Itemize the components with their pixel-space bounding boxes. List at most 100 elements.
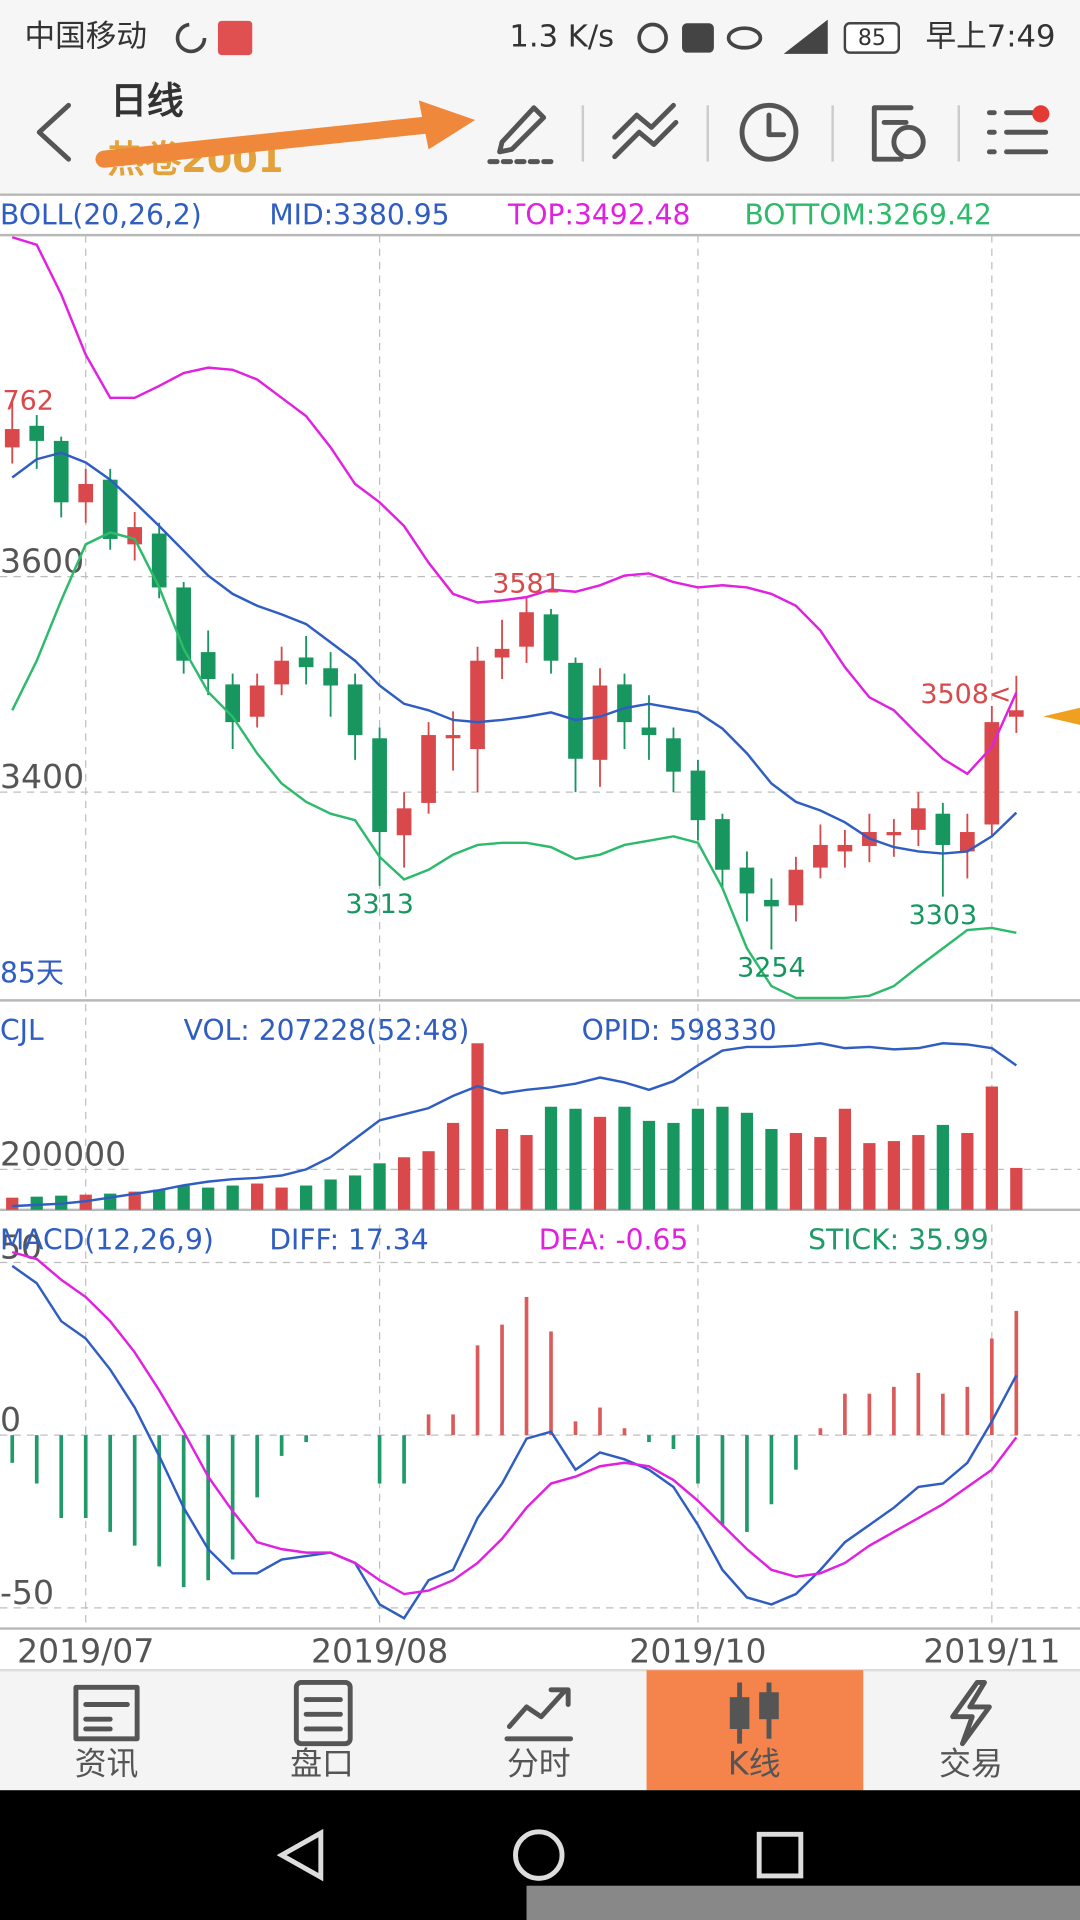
alarm-icon [637, 22, 668, 54]
volume-bar [128, 1191, 141, 1210]
candle-body [127, 527, 143, 545]
tab-label: 盘口 [290, 1745, 354, 1783]
line [11, 1250, 1018, 1596]
volume-bar [593, 1116, 607, 1210]
candle-body [690, 770, 706, 821]
x-tick-label: 2019/11 [923, 1632, 1060, 1671]
line [11, 236, 1018, 776]
tab-bar [0, 1670, 1080, 1791]
candle-body [470, 660, 485, 750]
candle-body [935, 813, 951, 845]
period-tool[interactable] [739, 102, 799, 162]
candle-body [984, 722, 1000, 825]
legend-entry: DEA: -0.65 [539, 1224, 689, 1257]
candle-body [764, 899, 779, 907]
nav-recent[interactable] [756, 1831, 804, 1879]
volume-bar [569, 1108, 582, 1210]
candle-body [249, 685, 265, 717]
y-tick-label: 3600 [0, 542, 84, 581]
volume-bar [275, 1187, 288, 1210]
volume-bar [422, 1151, 435, 1210]
volume-bar [667, 1122, 680, 1210]
volume-bar [373, 1163, 386, 1210]
x-tick-label: 2019/08 [311, 1632, 448, 1671]
y-tick-label: -50 [0, 1573, 54, 1612]
volume-bar [691, 1108, 705, 1210]
candle-body [200, 652, 216, 680]
volume-bar [544, 1106, 558, 1210]
candle-body [886, 832, 902, 836]
candle-body [53, 440, 69, 503]
volume-bar [716, 1106, 729, 1210]
signal-icon [783, 19, 828, 54]
volume-bar [642, 1120, 656, 1210]
menu-button[interactable] [986, 105, 1050, 155]
volume-bar [838, 1108, 852, 1210]
tab-label: K线 [728, 1745, 781, 1783]
volume-bar [300, 1185, 313, 1210]
candle-body [274, 660, 289, 685]
legend-title: MACD(12,26,9) [0, 1224, 214, 1257]
period-label: 85天 [0, 957, 64, 990]
line [11, 451, 1018, 855]
volume-bar [887, 1141, 900, 1210]
app-icon [217, 20, 253, 56]
legend-entry: BOTTOM:3269.42 [744, 199, 991, 232]
legend-entry: TOP:3492.48 [507, 199, 690, 232]
candle-body [617, 684, 632, 723]
y-tick-label: 200000 [0, 1134, 126, 1173]
legend-entry: DIFF: 17.34 [269, 1224, 428, 1257]
candle-body [813, 844, 828, 868]
price-annotation: 3581 [492, 568, 561, 599]
candle-body [715, 819, 730, 870]
volume-bar [177, 1185, 190, 1210]
battery-level: 85 [858, 26, 886, 51]
annotation-arrow [95, 116, 438, 168]
line [11, 1264, 1018, 1620]
candle-body [151, 533, 167, 588]
annotation-arrow-head [418, 100, 476, 150]
candle-body [323, 668, 338, 686]
volume-bar [985, 1086, 998, 1210]
charts: 2019/07 2019/08 2019/10 2019/11 3400 3600 762 3… [0, 199, 1080, 1671]
volume-bar [765, 1128, 778, 1210]
candle-body [29, 425, 45, 441]
nav-home[interactable] [513, 1829, 565, 1881]
volume-bar [6, 1197, 19, 1210]
tab-quote[interactable]: 盘口 [290, 1680, 354, 1783]
candle-body [592, 685, 608, 760]
eye-icon [726, 26, 763, 50]
volume-bar [520, 1135, 533, 1210]
volume-bar [789, 1133, 803, 1210]
candle-body [396, 808, 412, 836]
candle-body [4, 429, 20, 448]
candle-body [519, 612, 534, 647]
y-tick-label: 3400 [0, 757, 84, 796]
tab-label: 分时 [507, 1745, 571, 1783]
draw-tool[interactable] [487, 105, 554, 165]
tab-news[interactable]: 资讯 [73, 1684, 140, 1783]
nav-back[interactable] [276, 1828, 324, 1882]
tab-kline[interactable]: K线 [728, 1682, 781, 1783]
candle-body [739, 867, 755, 894]
tab-trade[interactable]: 交易 [939, 1680, 1003, 1783]
tab-intraday[interactable]: 分时 [504, 1687, 574, 1783]
line [11, 531, 1017, 1000]
overlay-strip [526, 1885, 1080, 1920]
candle-body [960, 832, 975, 852]
back-button[interactable] [36, 102, 72, 162]
candle-body [568, 662, 583, 759]
legend-entry: MID:3380.95 [269, 199, 449, 232]
volume-bar [863, 1143, 876, 1210]
report-tool[interactable] [871, 105, 926, 162]
volume-bar [936, 1124, 949, 1210]
volume-bar [324, 1179, 337, 1210]
candle-body [1008, 710, 1024, 717]
volume-bar [397, 1157, 411, 1210]
volume-bar [153, 1189, 166, 1210]
volume-bar [226, 1185, 239, 1210]
tab-label: 资讯 [75, 1745, 139, 1783]
indicator-tool[interactable] [612, 102, 679, 160]
legend-title: CJL [0, 1014, 44, 1047]
candle-body [102, 479, 118, 539]
